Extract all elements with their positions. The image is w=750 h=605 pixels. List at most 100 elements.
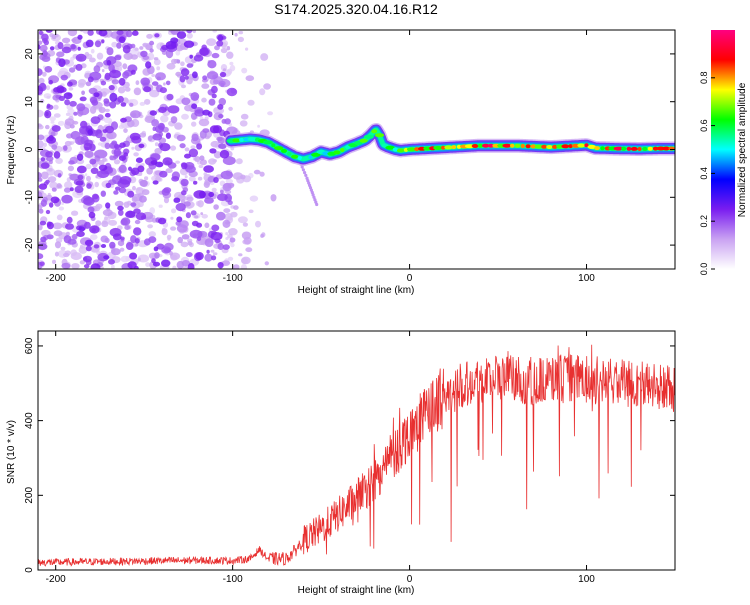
noise-blob: [96, 52, 104, 60]
noise-blob: [40, 171, 49, 180]
noise-blob: [220, 47, 228, 54]
noise-blob: [70, 130, 81, 140]
noise-blob: [245, 247, 253, 253]
noise-blob: [73, 111, 78, 116]
noise-blob: [133, 152, 139, 157]
noise-blob: [166, 93, 174, 101]
noise-blob: [123, 52, 134, 60]
noise-blob: [176, 224, 188, 233]
noise-blob: [187, 240, 193, 246]
noise-blob: [134, 243, 139, 247]
noise-blob: [190, 210, 197, 216]
snr-ticks: -200 -100 0 100 0 200 400 600: [24, 331, 675, 585]
noise-blob: [65, 223, 74, 230]
noise-blob: [93, 244, 100, 249]
signal-trace-patch: [525, 144, 531, 149]
noise-blob: [38, 77, 45, 84]
noise-blob: [124, 87, 131, 92]
noise-blob: [144, 98, 151, 105]
noise-blob: [38, 172, 42, 179]
noise-blob: [99, 136, 107, 142]
noise-blob: [78, 79, 87, 86]
noise-blob: [98, 164, 108, 171]
noise-blob: [45, 209, 51, 215]
noise-blob: [163, 247, 171, 253]
noise-blob: [43, 142, 47, 147]
noise-blob: [106, 60, 112, 66]
noise-blob: [85, 81, 92, 87]
noise-blob: [118, 36, 126, 44]
noise-blob: [154, 33, 160, 38]
noise-blob: [145, 61, 152, 69]
noise-blob: [213, 204, 219, 210]
noise-blob: [108, 219, 118, 226]
spectrogram-y-axis-label: Frequency (Hz): [6, 116, 17, 185]
noise-blob: [184, 147, 190, 152]
noise-blob: [89, 158, 97, 165]
noise-blob: [153, 58, 161, 66]
noise-blob: [94, 40, 102, 48]
noise-blob: [95, 129, 102, 134]
noise-blob: [71, 233, 78, 240]
noise-blob: [245, 47, 249, 51]
noise-blob: [47, 176, 57, 183]
streak-point: [307, 181, 311, 185]
streak-point: [301, 168, 305, 172]
noise-blob: [204, 253, 213, 262]
noise-blob: [148, 135, 153, 142]
noise-blob: [83, 255, 92, 263]
noise-blob: [77, 46, 81, 51]
noise-blob: [86, 183, 92, 189]
noise-blob: [38, 40, 43, 45]
noise-blob: [237, 36, 244, 43]
noise-blob: [184, 153, 191, 159]
streak-point: [304, 173, 308, 177]
noise-blob: [44, 110, 52, 119]
noise-blob: [154, 142, 159, 147]
y-tick-label: 0: [24, 567, 35, 573]
noise-blob: [94, 181, 99, 188]
noise-blob: [58, 206, 65, 211]
noise-blob: [253, 169, 261, 175]
noise-blob: [41, 33, 49, 41]
noise-blob: [175, 160, 181, 164]
noise-blob: [139, 101, 146, 106]
noise-blob: [183, 40, 195, 48]
noise-blob: [216, 40, 224, 47]
noise-blob: [95, 220, 102, 227]
signal-trace-patch: [263, 140, 273, 145]
noise-blob: [129, 132, 141, 141]
noise-blob: [187, 263, 195, 269]
noise-blob: [42, 50, 48, 57]
noise-blob: [174, 122, 183, 130]
noise-blob: [133, 208, 141, 214]
noise-blob: [210, 249, 215, 253]
noise-blob: [105, 182, 112, 189]
noise-blob: [166, 63, 176, 70]
noise-blob: [155, 161, 164, 168]
noise-blob: [194, 109, 205, 117]
noise-blob: [151, 258, 156, 264]
noise-blob: [222, 183, 232, 192]
noise-blob: [171, 176, 180, 182]
noise-blob: [189, 54, 193, 59]
noise-blob: [122, 63, 128, 70]
noise-blob: [104, 237, 110, 243]
noise-blob: [161, 259, 171, 267]
noise-blob: [102, 157, 107, 162]
noise-blob: [116, 42, 122, 49]
colorbar-tick-label: 0.6: [699, 119, 709, 132]
noise-blob: [88, 211, 96, 219]
noise-blob: [53, 230, 63, 237]
noise-blob: [64, 99, 70, 106]
colorbar-ticks: 0.0 0.2 0.4 0.6 0.8: [699, 72, 715, 275]
signal-trace-patch: [340, 148, 345, 152]
noise-blob: [241, 256, 251, 265]
noise-blob: [151, 119, 160, 127]
signal-trace-patch: [392, 147, 398, 152]
noise-blob: [240, 174, 246, 180]
noise-blob: [109, 92, 118, 102]
noise-blob: [148, 231, 156, 238]
